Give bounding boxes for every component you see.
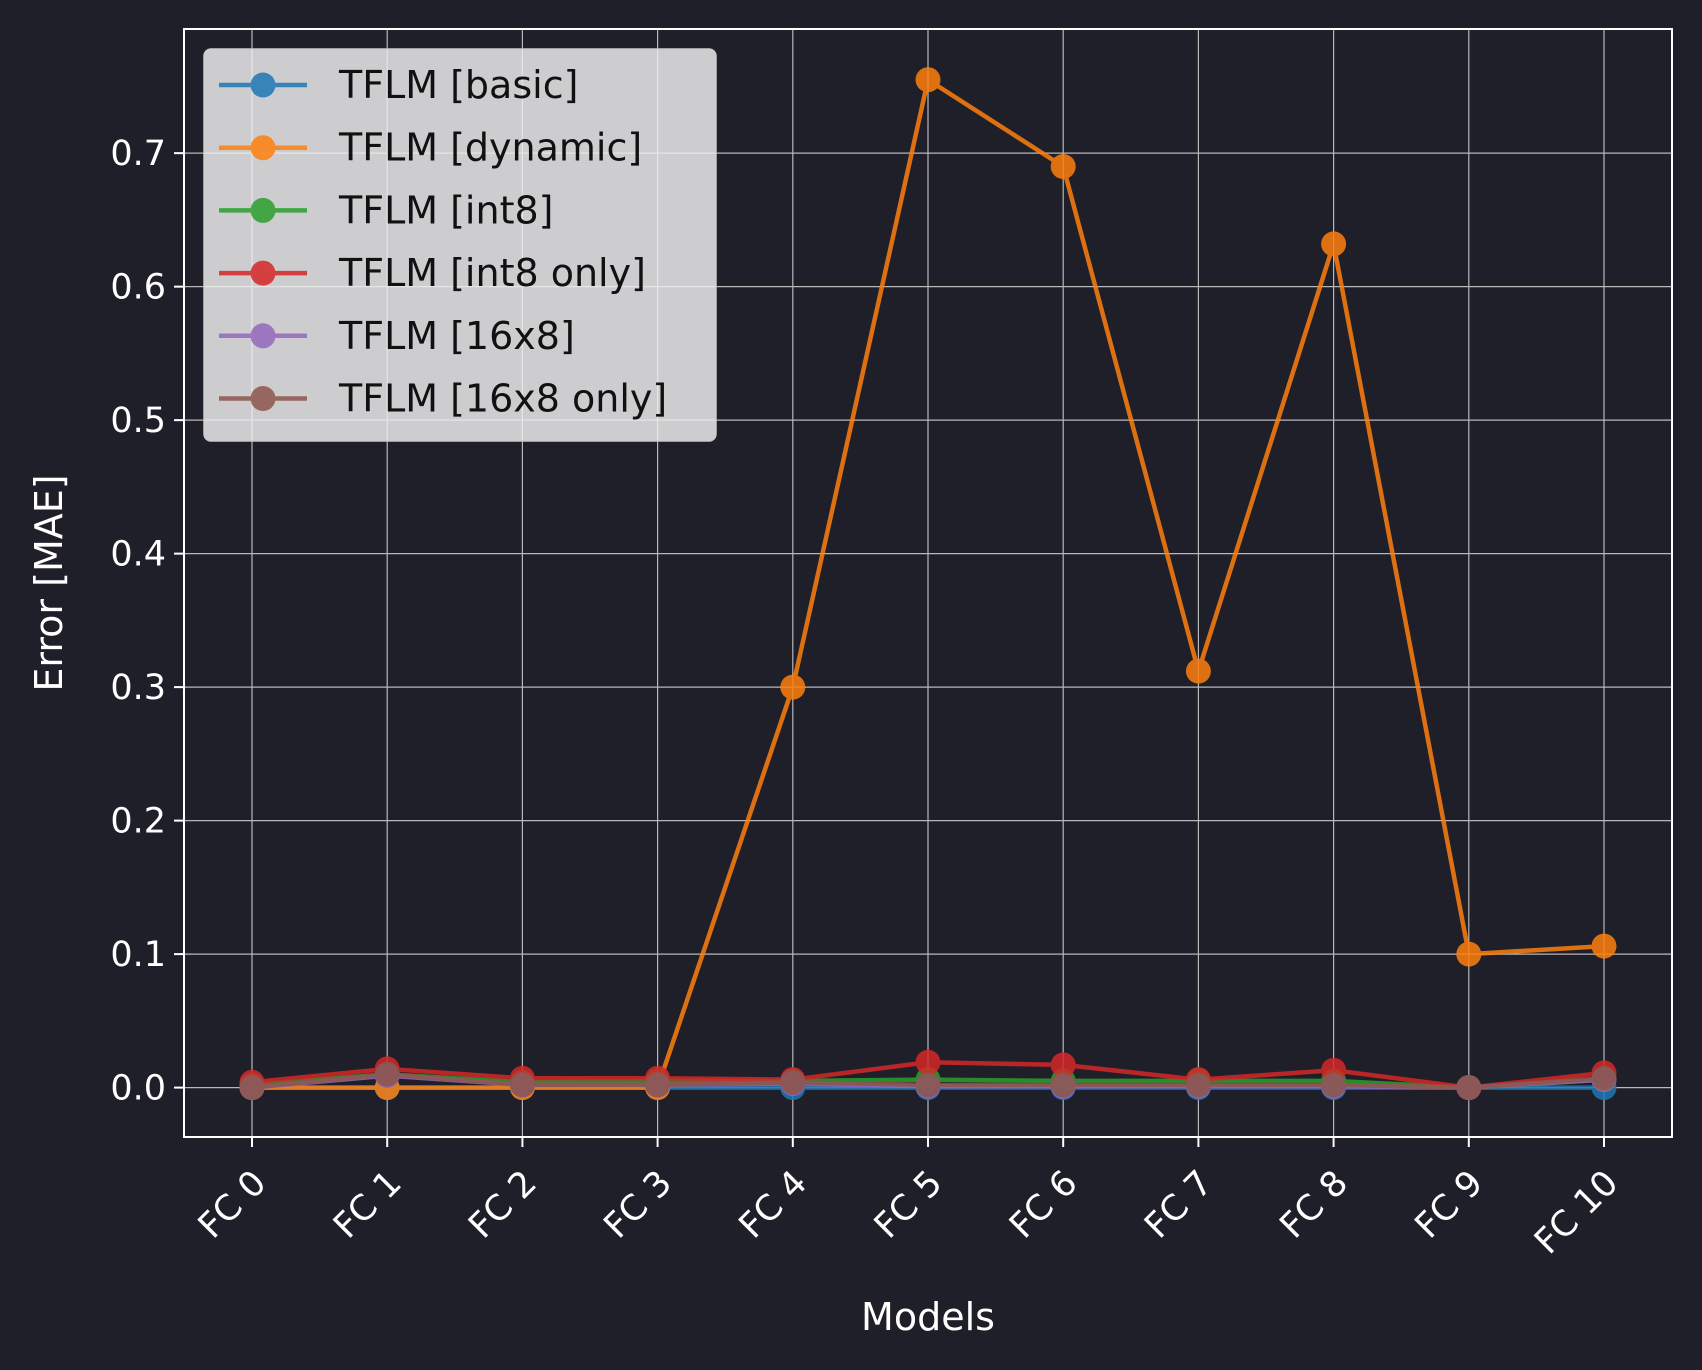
y-tick-label: 0.3 xyxy=(110,668,166,708)
data-point xyxy=(780,1069,806,1095)
data-point xyxy=(509,1072,535,1098)
legend-label: TFLM [16x8] xyxy=(338,314,575,358)
y-tick-label: 0.4 xyxy=(110,535,166,575)
legend-label: TFLM [16x8 only] xyxy=(338,377,667,421)
legend-marker xyxy=(250,72,276,98)
x-axis-label: Models xyxy=(861,1295,995,1339)
data-point xyxy=(915,1049,941,1075)
y-tick-label: 0.1 xyxy=(110,935,166,975)
series-group xyxy=(239,67,1617,1101)
legend-marker xyxy=(250,135,276,161)
y-tick-label: 0.5 xyxy=(110,401,166,441)
legend-item xyxy=(219,386,307,411)
data-point xyxy=(915,1072,941,1098)
legend-marker xyxy=(250,260,276,286)
data-point xyxy=(1456,941,1482,967)
legend-label: TFLM [int8] xyxy=(338,188,553,232)
y-axis-label: Error [MAE] xyxy=(27,474,71,691)
legend-label: TFLM [dynamic] xyxy=(338,126,642,170)
legend-marker xyxy=(250,323,276,349)
y-tick-label: 0.2 xyxy=(110,802,166,842)
legend-item xyxy=(219,323,307,349)
legend-marker xyxy=(250,197,276,223)
legend-item xyxy=(219,72,307,98)
y-tick-label: 0.0 xyxy=(110,1069,166,1109)
data-point xyxy=(1185,1072,1211,1098)
y-tick-label: 0.7 xyxy=(110,134,166,174)
legend: TFLM [basic] TFLM [dynamic] TFLM [int8] TFL… xyxy=(203,48,717,442)
data-point xyxy=(915,67,941,93)
data-point xyxy=(1050,1052,1076,1078)
data-point xyxy=(1456,1075,1482,1101)
data-point xyxy=(1591,1065,1617,1091)
data-point xyxy=(1050,153,1076,179)
legend-label: TFLM [int8 only] xyxy=(338,251,646,295)
legend-item xyxy=(219,135,307,161)
y-tick-label: 0.6 xyxy=(110,268,166,308)
legend-label: TFLM [basic] xyxy=(338,63,578,107)
data-point xyxy=(1185,658,1211,684)
data-point xyxy=(1591,933,1617,959)
data-point xyxy=(645,1072,671,1098)
data-point xyxy=(374,1061,400,1087)
legend-box xyxy=(203,48,717,442)
legend-item xyxy=(219,197,307,223)
legend-item xyxy=(219,260,307,286)
series-5 xyxy=(239,1061,1617,1101)
data-point xyxy=(1321,1072,1347,1098)
data-point xyxy=(1321,231,1347,257)
legend-marker xyxy=(250,386,276,411)
data-point xyxy=(239,1075,265,1101)
data-point xyxy=(1050,1072,1076,1098)
data-point xyxy=(780,674,806,700)
y-ticks: 0.0 0.1 0.2 0.3 0.4 0.5 0.6 0.7 xyxy=(110,134,184,1109)
